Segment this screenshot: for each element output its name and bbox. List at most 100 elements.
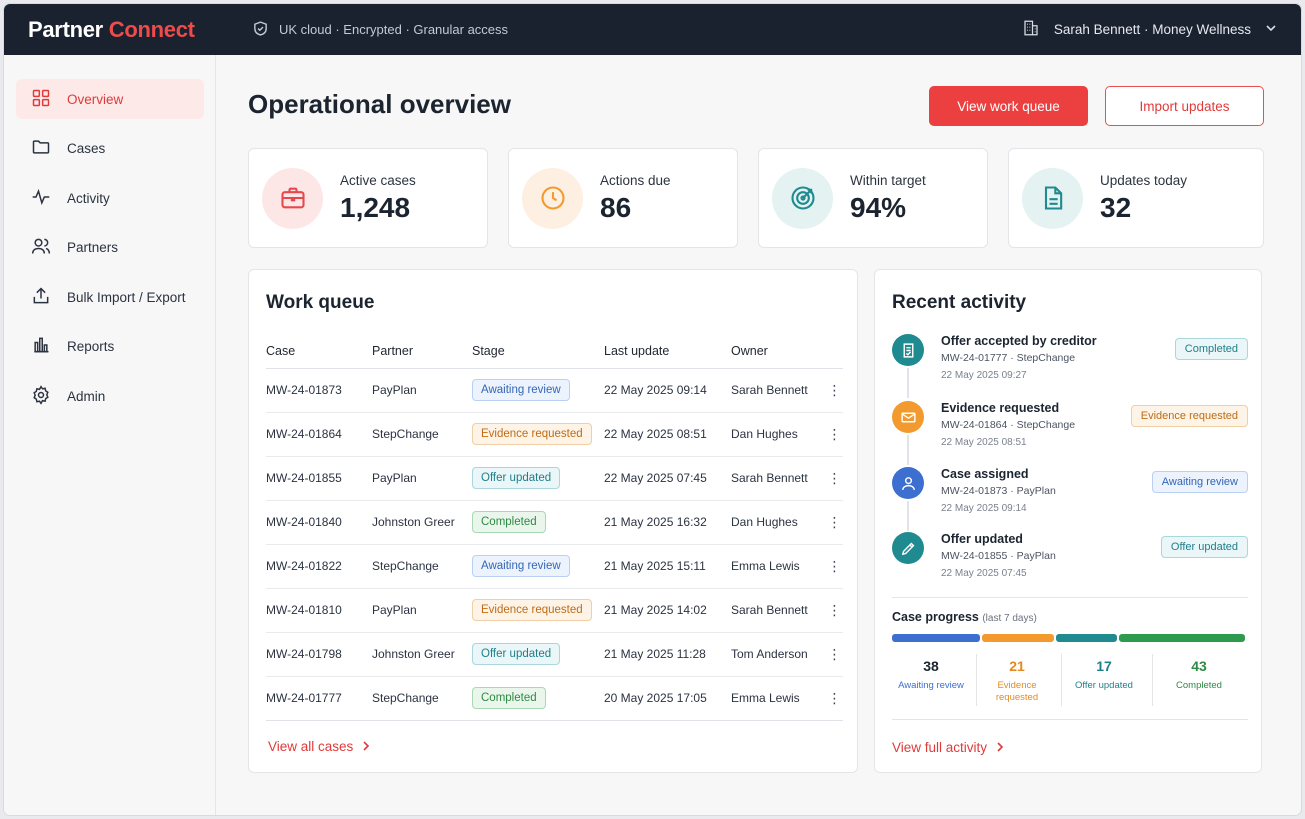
cell-case[interactable]: MW-24-01864 xyxy=(266,412,372,457)
upload-icon xyxy=(31,286,51,309)
view-all-cases-link[interactable]: View all cases xyxy=(268,739,371,754)
grid-icon xyxy=(31,88,51,111)
progress-count: 21 xyxy=(1009,658,1025,674)
cell-updated: 22 May 2025 09:14 xyxy=(604,368,731,413)
building-icon xyxy=(1022,19,1040,40)
more-options-icon[interactable]: ⋮ xyxy=(826,632,843,677)
work-queue-table: Case Partner Stage Last update Owner MW-… xyxy=(266,334,843,721)
cell-partner: PayPlan xyxy=(372,588,472,633)
activity-time: 22 May 2025 08:51 xyxy=(941,437,1027,448)
timeline-line xyxy=(907,501,909,531)
column-header[interactable]: Last update xyxy=(604,334,731,369)
column-header[interactable]: Partner xyxy=(372,334,472,369)
sidebar-item-bulk-import-export[interactable]: Bulk Import / Export xyxy=(16,277,204,317)
stage-badge: Completed xyxy=(472,511,546,533)
app-window: Partner Connect UK cloud · Encrypted · G… xyxy=(4,4,1301,815)
cell-partner: StepChange xyxy=(372,676,472,721)
more-options-icon[interactable]: ⋮ xyxy=(826,676,843,721)
sidebar-item-label: Bulk Import / Export xyxy=(67,289,186,305)
activity-item[interactable]: Offer accepted by creditor MW-24-01777 ·… xyxy=(892,334,1248,394)
cell-case[interactable]: MW-24-01810 xyxy=(266,588,372,633)
stat-active-cases[interactable]: Active cases 1,248 xyxy=(248,148,488,248)
brand-logo[interactable]: Partner Connect xyxy=(28,17,252,43)
brand-part-1: Partner xyxy=(28,16,103,42)
pulse-icon xyxy=(31,187,51,210)
cell-case[interactable]: MW-24-01840 xyxy=(266,500,372,545)
cell-case[interactable]: MW-24-01777 xyxy=(266,676,372,721)
progress-label: Offer updated xyxy=(1075,680,1133,691)
pencil-icon xyxy=(892,532,924,564)
table-row[interactable]: MW-24-01873 PayPlan Awaiting review 22 M… xyxy=(266,368,843,413)
progress-label: Completed xyxy=(1176,680,1222,691)
cell-updated: 22 May 2025 07:45 xyxy=(604,456,731,501)
more-options-icon[interactable]: ⋮ xyxy=(826,500,843,545)
sidebar-item-label: Reports xyxy=(67,339,115,354)
table-row[interactable]: MW-24-01840 Johnston Greer Completed 21 … xyxy=(266,500,843,545)
view-work-queue-button[interactable]: View work queue xyxy=(929,86,1088,126)
table-row[interactable]: MW-24-01798 Johnston Greer Offer updated… xyxy=(266,632,843,677)
progress-segment-evidence xyxy=(982,634,1054,642)
page-title: Operational overview xyxy=(248,89,511,119)
table-row[interactable]: MW-24-01822 StepChange Awaiting review 2… xyxy=(266,544,843,589)
cell-partner: PayPlan xyxy=(372,368,472,413)
more-options-icon[interactable]: ⋮ xyxy=(826,368,843,413)
status-badge: Completed xyxy=(1174,338,1248,360)
account-label: Sarah Bennett · Money Wellness xyxy=(1053,22,1251,37)
sidebar-item-partners[interactable]: Partners xyxy=(16,228,204,268)
document-icon xyxy=(1022,167,1083,229)
activity-item[interactable]: Offer updated MW-24-01855 · PayPlan 22 M… xyxy=(892,532,1248,592)
cell-owner: Emma Lewis xyxy=(731,544,826,589)
sidebar-item-overview[interactable]: Overview xyxy=(16,79,204,119)
table-row[interactable]: MW-24-01864 StepChange Evidence requeste… xyxy=(266,412,843,457)
sidebar-item-reports[interactable]: Reports xyxy=(16,327,204,367)
more-options-icon[interactable]: ⋮ xyxy=(826,588,843,633)
column-header[interactable]: Stage xyxy=(472,334,604,369)
cell-partner: PayPlan xyxy=(372,456,472,501)
timeline-line xyxy=(907,368,909,398)
activity-item[interactable]: Case assigned MW-24-01873 · PayPlan 22 M… xyxy=(892,467,1248,527)
cell-case[interactable]: MW-24-01873 xyxy=(266,368,372,413)
activity-title: Offer updated xyxy=(941,532,1023,546)
cell-partner: Johnston Greer xyxy=(372,500,472,545)
progress-label: Awaiting review xyxy=(898,680,964,691)
sidebar-item-admin[interactable]: Admin xyxy=(16,376,204,416)
progress-count: 38 xyxy=(923,658,939,674)
gear-icon xyxy=(31,384,51,408)
column-header-actions xyxy=(826,334,843,369)
sidebar-item-activity[interactable]: Activity xyxy=(16,178,204,218)
stat-within-target[interactable]: Within target 94% xyxy=(758,148,988,248)
more-options-icon[interactable]: ⋮ xyxy=(826,412,843,457)
cell-case[interactable]: MW-24-01822 xyxy=(266,544,372,589)
stat-actions-due[interactable]: Actions due 86 xyxy=(508,148,738,248)
table-row[interactable]: MW-24-01810 PayPlan Evidence requested 2… xyxy=(266,588,843,633)
status-badge: Offer updated xyxy=(1160,536,1248,558)
activity-ref: MW-24-01855 · PayPlan xyxy=(941,550,1056,562)
table-row[interactable]: MW-24-01855 PayPlan Offer updated 22 May… xyxy=(266,456,843,501)
stat-value: 86 xyxy=(600,191,632,223)
more-options-icon[interactable]: ⋮ xyxy=(826,544,843,589)
stat-value: 32 xyxy=(1100,191,1132,223)
import-updates-button[interactable]: Import updates xyxy=(1105,86,1264,126)
column-header[interactable]: Case xyxy=(266,334,372,369)
cell-case[interactable]: MW-24-01855 xyxy=(266,456,372,501)
activity-item[interactable]: Evidence requested MW-24-01864 · StepCha… xyxy=(892,401,1248,461)
cell-partner: StepChange xyxy=(372,412,472,457)
briefcase-icon xyxy=(262,167,323,229)
divider xyxy=(892,597,1248,598)
account-menu[interactable]: Sarah Bennett · Money Wellness xyxy=(1022,19,1277,40)
column-header[interactable]: Owner xyxy=(731,334,826,369)
mail-icon xyxy=(892,401,924,433)
divider xyxy=(892,719,1248,720)
stat-updates-today[interactable]: Updates today 32 xyxy=(1008,148,1264,248)
sidebar-item-cases[interactable]: Cases xyxy=(16,129,204,169)
cell-updated: 20 May 2025 17:05 xyxy=(604,676,731,721)
more-options-icon[interactable]: ⋮ xyxy=(826,456,843,501)
divider xyxy=(1061,654,1062,706)
cell-case[interactable]: MW-24-01798 xyxy=(266,632,372,677)
table-row[interactable]: MW-24-01777 StepChange Completed 20 May … xyxy=(266,676,843,721)
sidebar-item-label: Activity xyxy=(67,190,110,206)
view-full-activity-link[interactable]: View full activity xyxy=(892,740,1005,755)
sidebar-item-label: Admin xyxy=(67,388,106,404)
progress-segment-completed xyxy=(1119,634,1245,642)
stage-badge: Completed xyxy=(472,687,546,709)
